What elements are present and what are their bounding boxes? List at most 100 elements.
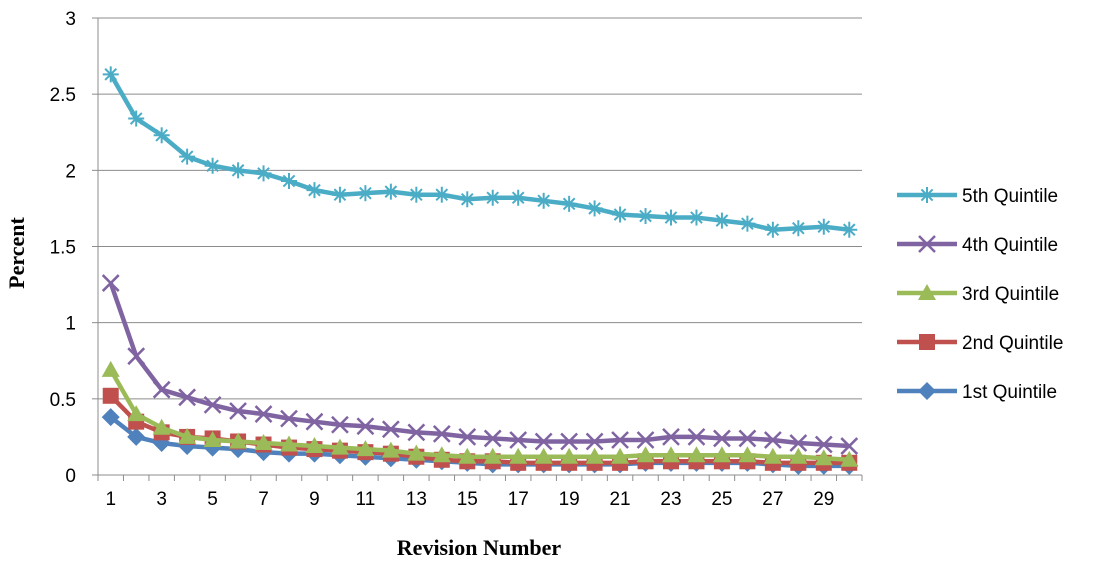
data-point: [408, 186, 425, 203]
legend-item: 4th Quintile: [897, 235, 1058, 256]
data-point: [357, 185, 374, 202]
y-tick-label: 1.5: [50, 238, 76, 259]
data-point: [102, 387, 119, 404]
x-axis-title: Revision Number: [397, 535, 562, 560]
series-line: [108, 73, 850, 232]
data-point: [178, 427, 197, 444]
data-point: [356, 417, 375, 436]
data-point: [534, 447, 553, 464]
x-tick-label: 21: [609, 489, 630, 510]
data-point: [612, 206, 629, 223]
data-point: [662, 446, 680, 463]
x-tick-label: 7: [258, 489, 269, 510]
data-point: [636, 431, 655, 449]
x-tick-label: 9: [309, 489, 320, 510]
data-point: [687, 428, 706, 446]
data-point: [561, 195, 578, 212]
data-point: [814, 449, 833, 466]
data-point: [203, 430, 222, 447]
data-point: [407, 444, 426, 461]
data-point: [636, 446, 655, 463]
data-point: [509, 431, 528, 449]
data-point: [483, 429, 502, 448]
data-point: [763, 431, 782, 449]
data-point: [305, 412, 324, 431]
data-point: [153, 127, 170, 144]
x-tick-label: 23: [660, 489, 681, 510]
data-point: [128, 110, 145, 127]
data-point: [281, 172, 297, 189]
legend-marker: [918, 235, 936, 253]
legend-marker: [918, 284, 936, 300]
data-point: [814, 435, 833, 454]
data-point: [764, 221, 781, 238]
x-tick-label: 3: [156, 489, 167, 510]
data-point: [229, 432, 248, 449]
data-point: [254, 434, 273, 451]
data-point: [356, 440, 375, 457]
data-point: [611, 431, 629, 449]
x-tick-label: 15: [457, 489, 478, 510]
data-point: [280, 435, 298, 452]
data-point: [663, 209, 679, 226]
data-point: [204, 157, 221, 174]
data-point: [738, 429, 757, 448]
data-point: [712, 446, 731, 463]
data-point: [713, 212, 730, 229]
data-point: [230, 162, 247, 179]
data-point: [789, 434, 808, 452]
legend-label: 4th Quintile: [962, 235, 1058, 256]
legend-label: 1st Quintile: [962, 382, 1057, 403]
data-point: [179, 148, 196, 165]
x-tick-label: 29: [813, 489, 834, 510]
legend-label: 3rd Quintile: [962, 284, 1059, 305]
data-point: [688, 209, 705, 226]
data-point: [840, 437, 859, 455]
data-point: [178, 388, 197, 407]
axes: [92, 17, 863, 481]
data-point: [560, 432, 579, 451]
data-point: [102, 66, 119, 83]
data-point: [662, 428, 680, 446]
y-tick-label: 0.5: [50, 390, 76, 411]
data-point: [152, 380, 171, 399]
data-point: [254, 405, 273, 423]
data-point: [458, 447, 477, 464]
data-point: [255, 165, 272, 182]
legend-marker: [918, 382, 936, 400]
data-point: [840, 450, 859, 467]
legend-item: 2nd Quintile: [897, 333, 1063, 354]
data-point: [586, 200, 603, 217]
data-point: [509, 447, 528, 464]
x-tick-label: 19: [559, 489, 580, 510]
x-tick-label: 13: [406, 489, 427, 510]
data-point: [763, 447, 782, 464]
data-point: [331, 415, 349, 434]
y-tick-label: 0: [65, 466, 76, 487]
data-point: [535, 192, 552, 209]
data-point: [738, 446, 757, 463]
series-line: [108, 282, 850, 449]
x-tick-label: 11: [356, 489, 376, 510]
data-point: [459, 191, 476, 208]
legend-marker: [919, 334, 935, 350]
legend-label: 5th Quintile: [962, 186, 1058, 207]
data-point: [407, 423, 426, 442]
x-tick-label: 1: [105, 489, 116, 510]
data-point: [432, 424, 451, 443]
data-point: [483, 447, 502, 464]
data-point: [229, 402, 247, 420]
legend-label: 2nd Quintile: [962, 333, 1063, 354]
data-point: [611, 447, 630, 464]
legend-item: 5th Quintile: [897, 186, 1058, 207]
data-point: [305, 437, 324, 454]
data-point: [790, 220, 807, 237]
data-point: [637, 208, 654, 225]
x-tick-label: 5: [207, 489, 218, 510]
data-point: [101, 274, 120, 292]
data-point: [713, 429, 731, 448]
data-point: [433, 186, 450, 203]
data-point: [331, 186, 348, 203]
plot-area: [101, 66, 859, 475]
data-point: [127, 427, 146, 446]
